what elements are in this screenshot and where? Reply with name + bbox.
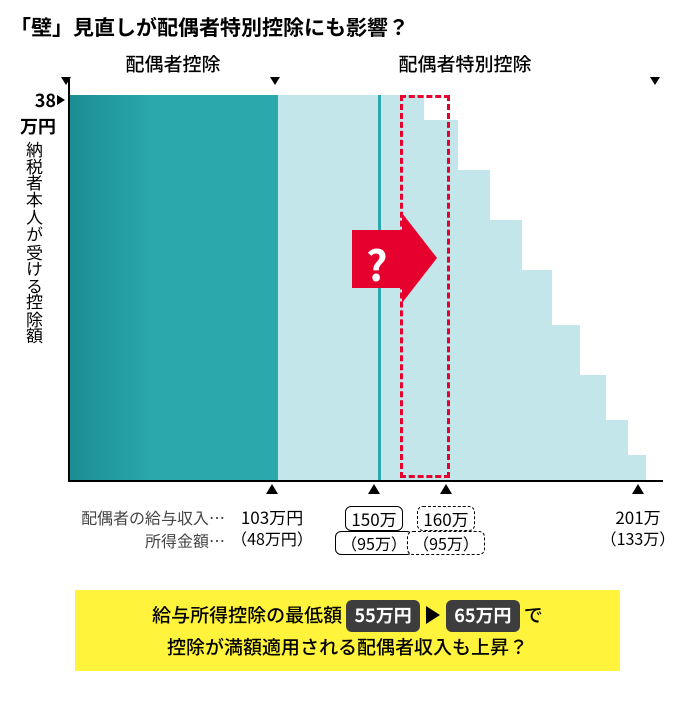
step-bar — [458, 170, 490, 480]
x-tick-marker — [368, 484, 380, 494]
x-tick-marker — [266, 484, 278, 494]
top-tick-marker — [650, 77, 660, 85]
step-bar — [490, 220, 522, 480]
chart-title: 「壁」見直しが配偶者特別控除にも影響？ — [0, 0, 693, 50]
y-axis-peak-marker — [57, 95, 65, 105]
x-row-label-2: 所得金額… — [145, 528, 225, 552]
callout-line1-pre: 給与所得控除の最低額 — [152, 601, 346, 628]
pill-to: 65万円 — [446, 600, 519, 632]
callout-line1-post: で — [524, 601, 543, 628]
arrow-right-icon — [426, 606, 440, 624]
x-axis-line — [68, 480, 663, 482]
callout-line2: 控除が満額適用される配偶者収入も上昇？ — [167, 633, 528, 660]
step-bar — [522, 270, 552, 480]
arrow-question-mark: ? — [366, 233, 388, 294]
x-tick-marker — [632, 484, 644, 494]
y-axis-peak-label: 38 万円 — [16, 87, 56, 139]
step-bar — [580, 375, 606, 480]
y-axis-label: 納税者本人が受ける控除額 — [24, 140, 44, 450]
x-axis-label: 160万（95万） — [404, 506, 488, 555]
callout-box: 給与所得控除の最低額 55万円 65万円 で 控除が満額適用される配偶者収入も上… — [75, 590, 620, 671]
step-bar — [552, 325, 580, 480]
step-bar — [628, 455, 646, 480]
region-spouse-deduction — [70, 95, 278, 480]
x-axis-label: 201万（133万） — [596, 506, 680, 549]
x-tick-marker — [440, 484, 452, 494]
category-label-right: 配偶者特別控除 — [280, 50, 650, 77]
x-axis-label: 103万円（48万円） — [230, 506, 314, 549]
top-tick-marker — [270, 77, 280, 85]
step-bar — [606, 420, 628, 480]
x-row-label-1: 配偶者の給与収入… — [81, 505, 225, 529]
category-label-left: 配偶者控除 — [68, 50, 278, 77]
arrow-head-icon — [402, 213, 437, 303]
pill-from: 55万円 — [346, 600, 419, 632]
x-axis-row-labels: 配偶者の給与収入… 所得金額… — [0, 506, 225, 552]
chart-container: 配偶者控除 配偶者特別控除 38 万円 納税者本人が受ける控除額 ? 配偶者の給… — [0, 50, 693, 550]
